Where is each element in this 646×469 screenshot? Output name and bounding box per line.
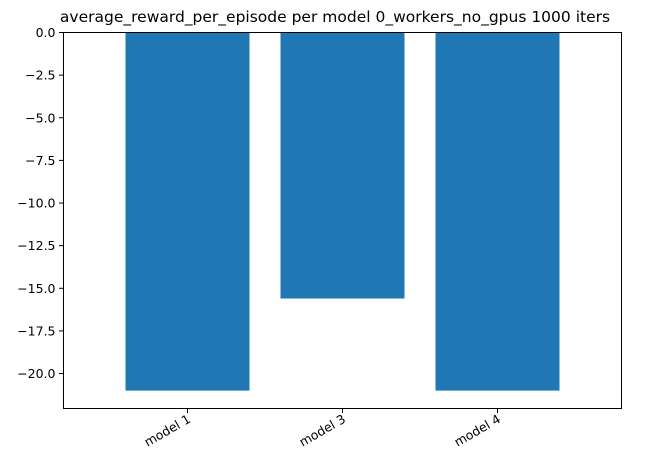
- plot-frame: [63, 32, 622, 409]
- y-tick-label: −20.0: [17, 366, 55, 381]
- y-tick-label: −15.0: [17, 281, 55, 296]
- y-tick-label: −2.5: [25, 68, 55, 83]
- bar-model-1: [125, 32, 250, 391]
- x-tick-label: model 1: [141, 411, 193, 449]
- y-tick-label: −10.0: [17, 196, 55, 211]
- x-tick-label: model 4: [451, 411, 503, 449]
- x-tick-label: model 3: [296, 411, 348, 449]
- x-axis: model 1 model 3 model 4: [141, 408, 503, 450]
- bar-model-3: [280, 32, 405, 299]
- y-tick-label: −12.5: [17, 238, 55, 253]
- y-tick-label: −7.5: [25, 153, 55, 168]
- y-tick-label: −5.0: [25, 110, 55, 125]
- chart-title: average_reward_per_episode per model 0_w…: [60, 8, 610, 27]
- y-tick-label: 0.0: [36, 25, 56, 40]
- y-tick-label: −17.5: [17, 323, 55, 338]
- bars-group: [125, 32, 560, 391]
- bar-model-4: [435, 32, 560, 391]
- y-axis: 0.0 −2.5 −5.0 −7.5 −10.0 −12.5 −15.0 −17.5 −20.0: [17, 25, 64, 381]
